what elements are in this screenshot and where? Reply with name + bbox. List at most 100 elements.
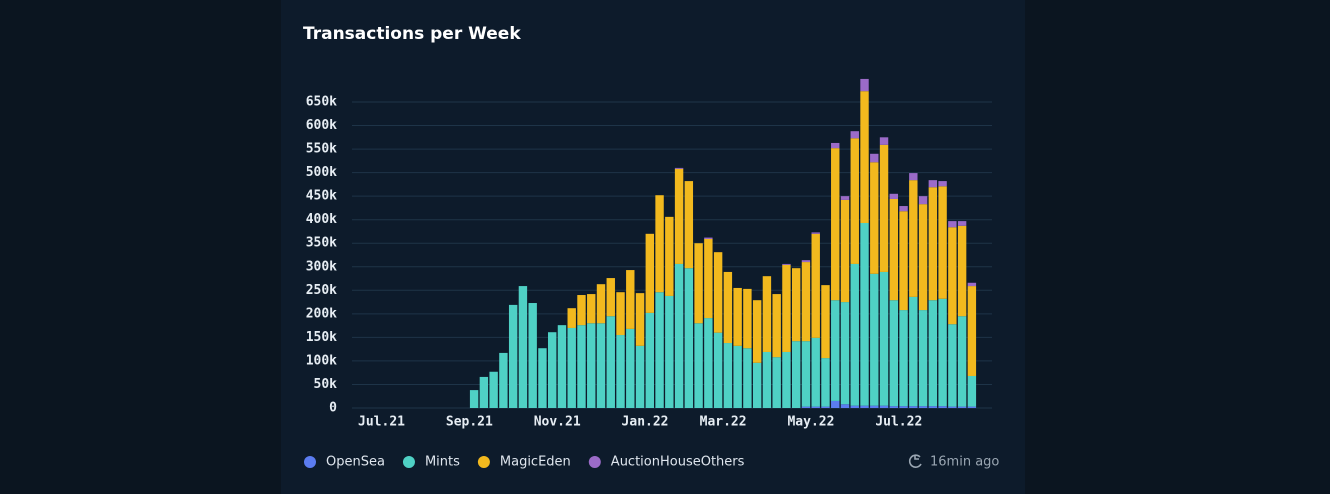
bar-segment: [811, 337, 820, 407]
bar-segment: [606, 278, 615, 317]
bar-segment: [860, 91, 869, 223]
bar-segment: [508, 304, 518, 408]
bar-segment: [665, 216, 674, 296]
bar-segment: [909, 406, 918, 408]
bar-segment: [479, 376, 489, 408]
bar-segment: [684, 181, 694, 269]
bar-segment: [870, 153, 879, 163]
updated-note: 16min ago: [930, 455, 999, 470]
bar-segment: [918, 204, 928, 311]
y-tick-label: 450k: [306, 189, 337, 204]
bar-segment: [752, 362, 762, 408]
bar-segment: [899, 310, 908, 407]
y-tick-label: 200k: [306, 306, 337, 321]
bar-segment: [957, 406, 967, 408]
bar-segment: [957, 221, 967, 226]
bar-segment: [801, 262, 811, 342]
bar-segment: [879, 137, 889, 145]
bar-segment: [792, 341, 801, 408]
bar-segment: [889, 198, 898, 301]
legend-swatch: [477, 456, 490, 468]
bar-segment: [948, 227, 957, 325]
bar-segment: [967, 286, 977, 376]
bar-segment: [967, 282, 977, 287]
bar-segment: [548, 332, 557, 408]
y-tick-label: 600k: [306, 118, 337, 133]
bar-segment: [938, 181, 947, 187]
bar-segment: [840, 199, 850, 303]
bar-segment: [811, 233, 820, 338]
bar-segment: [655, 292, 664, 408]
bar-segment: [811, 406, 820, 408]
bar-segment: [567, 308, 576, 328]
bar-segment: [831, 300, 840, 401]
bar-segment: [899, 406, 908, 408]
bar-segment: [850, 138, 859, 264]
bar-segment: [713, 252, 723, 333]
y-tick-label: 100k: [306, 353, 337, 368]
bar-segment: [782, 264, 791, 352]
y-tick-label: 400k: [306, 212, 337, 227]
bar-segment: [860, 405, 869, 408]
bar-segment: [889, 300, 898, 407]
bar-segment: [762, 351, 772, 408]
bar-segment: [870, 273, 879, 406]
bar-segment: [918, 406, 928, 408]
bar-segment: [938, 298, 947, 407]
bar-segment: [957, 316, 967, 407]
bar-segment: [860, 78, 869, 92]
bar-segment: [928, 187, 938, 301]
bar-segment: [909, 173, 918, 181]
legend-swatch: [402, 456, 415, 468]
bar-segment: [596, 323, 606, 408]
bar-segment: [743, 288, 752, 349]
bar-segment: [801, 406, 811, 408]
legend-label: AuctionHouseOthers: [611, 455, 745, 470]
bar-segment: [792, 268, 801, 342]
bar-segment: [801, 341, 811, 407]
bar-segment: [860, 222, 869, 406]
bar-segment: [626, 270, 635, 329]
y-tick-label: 350k: [306, 236, 337, 251]
bar-segment: [694, 243, 703, 324]
bar-segment: [928, 180, 938, 188]
refresh-icon: [908, 454, 922, 468]
bar-segment: [831, 142, 840, 149]
bar-segment: [928, 300, 938, 407]
x-tick-label: Jul.21: [358, 415, 405, 430]
bar-segment: [948, 324, 957, 407]
bar-segment: [831, 400, 840, 408]
x-tick-label: Mar.22: [700, 415, 747, 430]
bar-segment: [469, 390, 479, 408]
y-tick-label: 50k: [314, 377, 338, 392]
bar-segment: [967, 406, 977, 408]
y-tick-label: 500k: [306, 165, 337, 180]
x-tick-label: Sep.21: [446, 415, 493, 430]
bar-segment: [499, 352, 508, 408]
bar-segment: [752, 300, 762, 363]
y-tick-label: 0: [329, 401, 337, 416]
bar-segment: [694, 323, 703, 408]
bar-segment: [762, 276, 772, 352]
bar-segment: [538, 348, 547, 408]
y-tick-label: 550k: [306, 142, 337, 157]
bar-segment: [587, 323, 596, 408]
bar-segment: [626, 328, 635, 408]
y-tick-label: 150k: [306, 330, 337, 345]
bar-segment: [518, 286, 528, 408]
x-tick-label: May.22: [787, 415, 834, 430]
bar-segment: [840, 404, 850, 408]
legend-label: MagicEden: [500, 455, 571, 470]
bar-segment: [655, 195, 664, 293]
bar-segment: [645, 233, 654, 313]
bar-segment: [879, 271, 889, 406]
bar-segment: [596, 284, 606, 324]
x-tick-label: Jan.22: [622, 415, 669, 430]
bar-segment: [723, 271, 733, 344]
bar-segment: [821, 406, 830, 408]
bar-segment: [577, 325, 586, 408]
bar-segment: [772, 357, 781, 408]
y-tick-label: 650k: [306, 95, 337, 110]
bar-segment: [782, 263, 791, 265]
